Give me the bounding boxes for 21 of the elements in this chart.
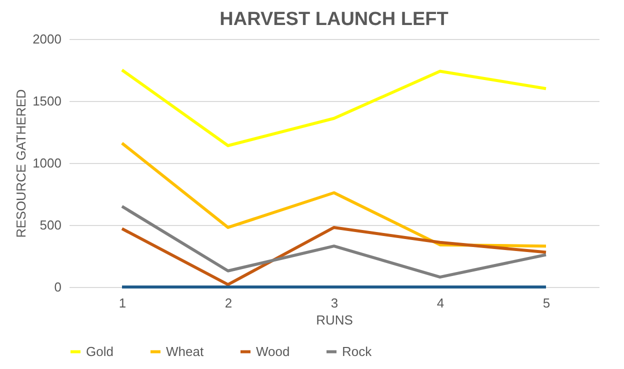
line-series [120,226,548,286]
line-series [120,68,548,148]
y-tick-label: 2000 [32,32,62,46]
y-axis-title: RESOURCE GATHERED [14,89,29,238]
line-series [120,204,548,279]
x-tick-label: 4 [436,296,444,310]
x-tick-label: 5 [542,296,550,310]
legend-label: Rock [342,344,372,359]
legend-label: Wood [256,344,290,359]
y-tick-label: 1500 [32,94,62,108]
x-tick-label: 3 [330,296,338,310]
line-series [120,142,548,248]
chart-title: HARVEST LAUNCH LEFT [220,9,449,30]
y-tick-label: 1000 [32,156,62,170]
legend-label: Wheat [166,344,204,359]
y-tick-label: 0 [54,280,62,294]
x-tick-label: 1 [118,296,126,310]
legend-label: Gold [86,344,114,359]
x-tick-label: 2 [224,296,232,310]
y-tick-label: 500 [40,218,62,232]
x-axis-title: RUNS [316,312,354,328]
